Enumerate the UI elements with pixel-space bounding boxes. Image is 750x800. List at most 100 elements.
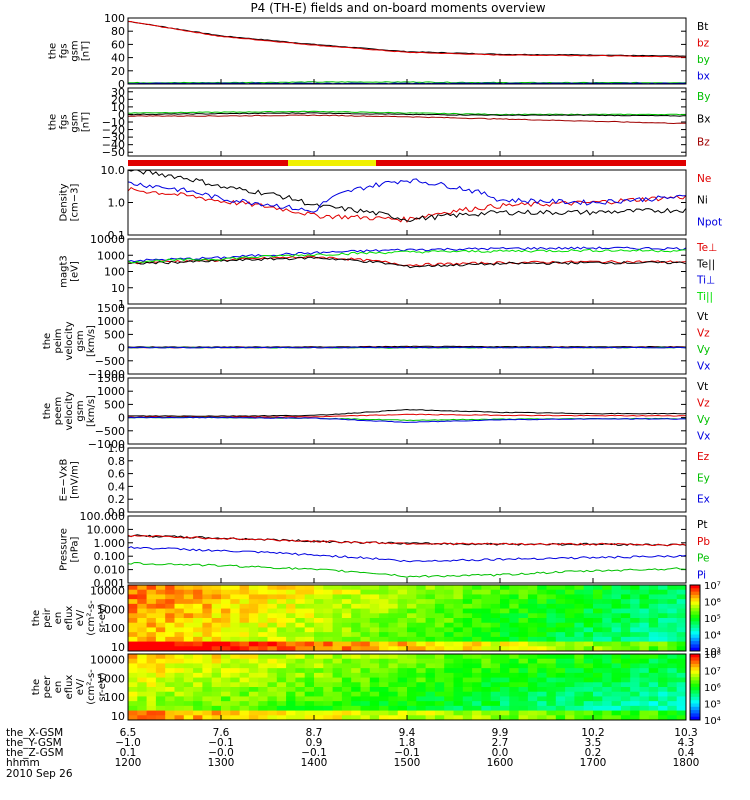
heatmap-cell [174,696,185,702]
heatmap-cell [183,627,194,633]
legend-Vy: Vy [697,344,710,356]
heatmap-cell [500,705,510,712]
heatmap-cell [509,668,520,674]
heatmap-cell [416,663,427,669]
heatmap-cell [193,618,203,624]
heatmap-cell [128,715,138,721]
heatmap-cell [351,603,361,610]
heatmap-cell [137,603,148,610]
series-line-Vt [128,408,687,417]
heatmap-cell [639,646,650,652]
heatmap-cell [425,603,436,610]
heatmap-cell [155,715,166,721]
heatmap-cell [481,632,492,638]
heatmap-cell [583,668,594,674]
heatmap-cell [314,603,324,610]
heatmap-cell [369,627,380,633]
heatmap-cell [248,658,259,664]
heatmap-cell [193,627,203,633]
heatmap-cell [434,599,445,605]
heatmap-cell [648,613,659,619]
heatmap-cell [509,715,520,721]
heatmap-cell [351,627,361,633]
y-axis-label: thepeimvelocitygsm[km/s] [42,321,97,360]
heatmap-cell [304,632,315,638]
heatmap-cell [304,622,315,628]
heatmap-cell [304,589,315,595]
y-tick-label: 0.8 [108,455,126,468]
heatmap-cell [667,632,678,638]
heatmap-cell [211,682,222,688]
heatmap-cell [676,691,687,697]
heatmap-cell [500,668,510,674]
y-tick-label: 40 [111,52,125,65]
legend-Pi: Pi [697,569,706,581]
heatmap-cell [611,677,622,683]
heatmap-cell [425,654,436,660]
heatmap-cell [611,668,622,674]
heatmap-cell [593,627,603,633]
heatmap-cell [323,627,334,633]
heatmap-cell [286,594,296,600]
heatmap-cell [434,589,445,595]
heatmap-cell [425,677,436,683]
heatmap-cell [444,658,454,664]
colorbar-frame [689,584,701,652]
orbit-value: 1200 [115,757,142,769]
y-axis-label-line: the [42,403,53,419]
legend-Te⊥: Te⊥ [696,242,717,254]
heatmap-cell [462,618,473,624]
heatmap-cell [667,696,678,702]
heatmap-cell [267,715,278,721]
heatmap-cell [267,705,278,712]
heatmap-cell [444,589,454,595]
heatmap-cell [546,613,557,619]
heatmap-cell [258,627,268,633]
heatmap-cell [146,585,157,591]
heatmap-cell [128,594,138,600]
heatmap-cell [314,608,324,614]
heatmap-cell [630,715,640,721]
heatmap-cell [565,682,575,688]
heatmap-cell [239,618,250,624]
heatmap-cell [416,646,427,652]
heatmap-cell [602,632,613,638]
y-tick-label: 100 [104,266,125,279]
heatmap-cell [583,594,594,600]
heatmap-cell [546,627,557,633]
heatmap-cell [174,613,185,619]
heatmap-cell [648,663,659,669]
heatmap-cell [211,599,222,605]
heatmap-cell [537,585,547,591]
heatmap-cell [407,599,417,605]
heatmap-cell [518,682,529,688]
y-axis-label-line: [mV/m] [70,461,81,499]
heatmap-cell [602,715,613,721]
heatmap-cell [602,710,613,716]
heatmap-cell [444,710,454,716]
heatmap-cell [221,636,231,643]
heatmap-cell [146,658,157,664]
heatmap-cell [379,701,389,707]
heatmap-cell [202,705,213,712]
heatmap-cell [658,585,668,591]
heatmap-cell [276,613,287,619]
heatmap-cell [341,663,352,669]
heatmap-cell [648,589,659,595]
heatmap-cell [379,672,389,679]
heatmap-cell [286,627,296,633]
heatmap-cell [574,672,585,679]
heatmap-cell [546,608,557,614]
panel-frame [127,17,687,85]
heatmap-cell [221,589,231,595]
heatmap-cell [165,682,175,688]
heatmap-cell [230,715,241,721]
heatmap-cell [630,691,640,697]
heatmap-cell [267,677,278,683]
heatmap-cell [295,613,306,619]
heatmap-cell [648,705,659,712]
heatmap-cell [667,691,678,697]
heatmap-cell [546,599,557,605]
heatmap-cell [360,585,371,591]
